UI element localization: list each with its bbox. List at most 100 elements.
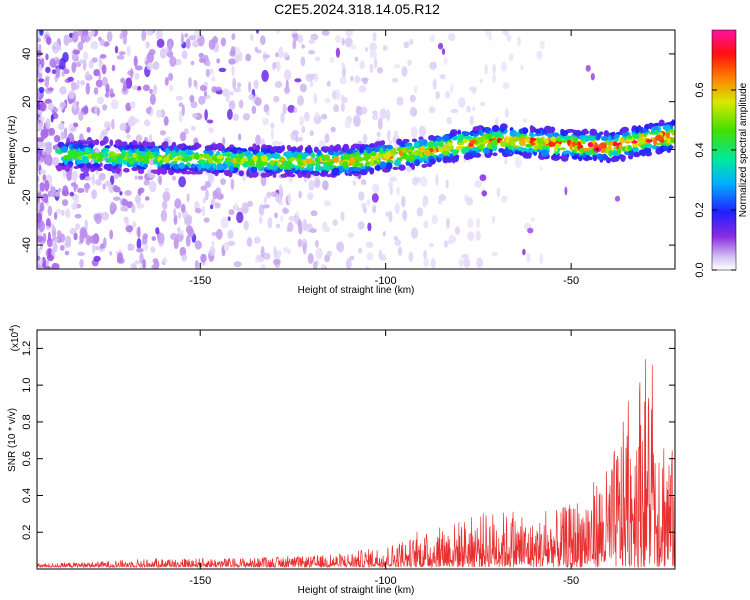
spectrogram-noise-cell [377, 117, 383, 130]
spectrogram-noise-cell [360, 77, 369, 83]
spectrogram-noise-cell [51, 156, 60, 167]
spectrogram-ridge-cell [418, 157, 425, 162]
spectrogram-ridge-cell [548, 141, 555, 147]
spectrogram-noise-cell [326, 250, 332, 257]
spectrogram-noise-cell [70, 182, 75, 187]
spectrogram-ridge-cell [97, 155, 103, 163]
spectrogram-ridge-cell [423, 163, 429, 168]
spectrogram-ridge-cell [252, 143, 257, 150]
spectrogram-ridge-cell [461, 131, 470, 137]
spectrogram-ridge-cell [642, 128, 648, 134]
spectrogram-noise-cell [78, 59, 85, 64]
spectrogram-ridge-cell [471, 150, 477, 156]
spectrogram-noise-cell [146, 30, 154, 36]
spectrogram-noise-cell [322, 180, 329, 191]
spectrogram-noise-cell [234, 202, 238, 211]
spectrogram-noise-cell [200, 185, 207, 191]
spectrogram-noise-cell [59, 245, 65, 251]
spectrogram-ridge-cell [323, 146, 331, 152]
spectrogram-noise-cell [472, 106, 476, 112]
spectrogram-noise-cell [43, 154, 52, 165]
spectrogram-noise-cell [340, 211, 345, 222]
spectrogram-noise-cell [329, 57, 335, 63]
spectrogram-ridge-cell [534, 128, 542, 134]
spectrogram-ridge-cell [611, 131, 616, 136]
spectrogram-noise-cell [293, 107, 298, 114]
spectrogram-noise-cell [45, 53, 49, 61]
spectrogram-noise-cell [230, 46, 236, 55]
spectrogram-ridge-cell [202, 153, 211, 159]
spectrogram-noise-cell [238, 99, 244, 109]
spectrogram-noise-cell [410, 227, 419, 239]
spectrogram-ridge-cell [610, 156, 617, 163]
colorbar-label: Normalized spectral amplitude [738, 82, 749, 217]
spectrogram-ridge-cell [240, 158, 245, 164]
spectrogram-noise-cell [371, 193, 379, 203]
spectrogram-noise-cell [295, 211, 300, 217]
colorbar-tick-label: 0.0 [694, 262, 706, 277]
spectrogram-noise-cell [102, 183, 106, 190]
spectrogram-ridge-cell [668, 145, 674, 150]
spectrogram-noise-cell [243, 220, 249, 231]
spectrogram-noise-cell [40, 129, 49, 139]
spectrogram-noise-cell [90, 30, 95, 36]
spectrogram-ridge-cell [250, 166, 258, 173]
spectrogram-noise-cell [379, 254, 387, 262]
spectrogram-ridge-cell [323, 163, 328, 171]
spectrogram-ridge-cell [229, 147, 236, 153]
spectrogram-noise-cell [146, 107, 152, 115]
spectrogram-noise-cell [396, 186, 400, 196]
spectrogram-noise-cell [393, 130, 398, 139]
spectrogram-ridge-cell [188, 167, 196, 172]
spectrogram-ridge-cell [342, 160, 349, 169]
spectrogram-noise-cell [423, 220, 429, 229]
spectrogram-noise-cell [287, 248, 292, 255]
spectrogram-noise-cell [188, 77, 192, 88]
spectrogram-ridge-cell [128, 157, 135, 166]
spectrogram-noise-cell [190, 125, 196, 131]
spectrogram-ridge-cell [255, 144, 261, 151]
spectrogram-noise-cell [227, 108, 233, 120]
spectrogram-noise-cell [304, 111, 310, 122]
spectrogram-ridge-cell [404, 142, 413, 147]
spectrogram-ridge-cell [652, 144, 657, 150]
spectrogram-ridge-cell [122, 141, 128, 147]
spectrogram-noise-cell [138, 175, 144, 180]
spectrogram-ridge-cell [239, 148, 245, 152]
spectrogram-noise-cell [291, 32, 298, 38]
spectrogram-ridge-cell [640, 143, 646, 149]
spectrogram-noise-cell [247, 200, 254, 207]
spectrogram-noise-cell [42, 232, 47, 243]
spectrogram-noise-cell [68, 90, 75, 100]
spectrogram-ridge-cell [73, 165, 80, 169]
spectrogram-ridge-cell [509, 140, 516, 147]
spectrogram-noise-cell [43, 265, 52, 269]
spectrogram-noise-cell [261, 69, 269, 82]
spectrogram-noise-cell [432, 78, 437, 90]
spectrogram-noise-cell [273, 95, 280, 103]
spectrogram-ridge-cell [561, 139, 568, 143]
spectrogram-ridge-cell [297, 172, 302, 179]
spectrogram-ridge-cell [424, 149, 431, 157]
spectrogram-noise-cell [354, 56, 359, 62]
spectrogram-noise-cell [71, 31, 79, 43]
spectrogram-noise-cell [111, 118, 115, 130]
spectrogram-ridge-cell [446, 141, 453, 147]
spectrogram-noise-cell [330, 126, 336, 133]
spectrogram-x-axis-label: Height of straight line (km) [298, 285, 415, 296]
spectrogram-noise-cell [492, 63, 496, 75]
spectrogram-noise-cell [53, 135, 61, 143]
spectrogram-ridge-cell [161, 141, 169, 149]
spectrogram-ridge-cell [270, 153, 279, 159]
spectrogram-noise-cell [144, 119, 151, 127]
spectrogram-ridge-cell [587, 142, 594, 148]
spectrogram-ridge-cell [364, 166, 371, 173]
spectrogram-noise-cell [238, 51, 243, 62]
spectrogram-ridge-cell [383, 153, 389, 158]
spectrogram-noise-cell [275, 52, 280, 58]
spectrogram-noise-cell [504, 108, 509, 118]
spectrogram-noise-cell [614, 195, 621, 202]
spectrogram-noise-cell [134, 175, 138, 180]
spectrogram-noise-cell [335, 88, 341, 101]
spectrogram-noise-cell [401, 66, 408, 77]
